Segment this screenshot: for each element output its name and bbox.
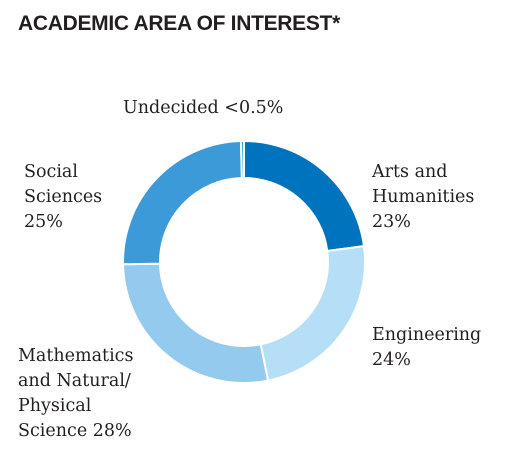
slice-label-line: Arts and — [372, 162, 448, 182]
slice-label-line: Mathematics — [18, 346, 134, 366]
slice-label-line: Undecided <0.5% — [123, 98, 284, 118]
slice-label-value: 24% — [372, 350, 411, 370]
slice-label-value: 25% — [24, 212, 63, 232]
slice-label-undecided: Undecided <0.5% — [123, 96, 283, 121]
slice-label-arts: Arts and Humanities 23% — [372, 160, 474, 235]
slice-label-line: Physical — [18, 396, 92, 416]
slice-label-value: 23% — [372, 212, 411, 232]
slice-label-social-sciences: Social Sciences 25% — [24, 160, 102, 235]
slice-label-line: Social — [24, 162, 78, 182]
donut-slice-social — [122, 140, 243, 266]
slice-label-line: Engineering — [372, 325, 482, 345]
slice-label-line: and Natural/ — [18, 371, 131, 391]
donut-slice-eng — [259, 245, 366, 382]
slice-label-line: Humanities — [372, 187, 475, 207]
donut-slice-arts — [243, 140, 365, 252]
donut-slices — [122, 140, 366, 384]
slice-label-engineering: Engineering 24% — [372, 323, 481, 373]
slice-label-value: Science 28% — [18, 421, 132, 441]
chart-title: ACADEMIC AREA OF INTEREST* — [18, 12, 340, 35]
donut-slice-math — [122, 262, 270, 384]
slice-label-math-science: Mathematics and Natural/ Physical Scienc… — [18, 344, 133, 444]
slice-label-line: Sciences — [24, 187, 103, 207]
donut-slice-undecided — [239, 140, 245, 180]
